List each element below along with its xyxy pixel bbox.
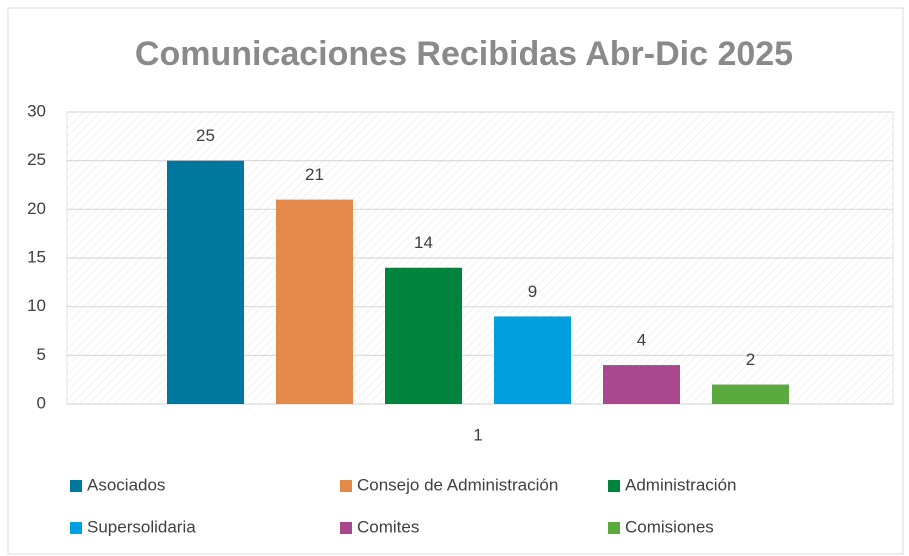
legend-swatch bbox=[608, 480, 620, 492]
y-tick-label: 20 bbox=[27, 199, 46, 218]
value-label: 21 bbox=[305, 165, 324, 184]
bar bbox=[494, 316, 571, 404]
legend-swatch bbox=[70, 522, 82, 534]
bar bbox=[167, 160, 244, 404]
legend-label: Consejo de Administración bbox=[357, 475, 558, 494]
y-tick-label: 10 bbox=[27, 296, 46, 315]
legend-label: Comites bbox=[357, 517, 419, 536]
chart-title: Comunicaciones Recibidas Abr-Dic 2025 bbox=[135, 35, 793, 73]
value-label: 9 bbox=[528, 282, 537, 301]
legend-label: Comisiones bbox=[625, 517, 714, 536]
y-tick-label: 30 bbox=[27, 101, 46, 120]
value-label: 4 bbox=[637, 331, 646, 350]
legend-swatch bbox=[608, 522, 620, 534]
legend-swatch bbox=[70, 480, 82, 492]
legend-swatch bbox=[340, 522, 352, 534]
bar bbox=[712, 384, 789, 404]
value-label: 14 bbox=[414, 233, 433, 252]
y-tick-label: 5 bbox=[37, 345, 46, 364]
legend-label: Supersolidaria bbox=[87, 517, 196, 536]
legend-label: Asociados bbox=[87, 475, 165, 494]
bar bbox=[276, 199, 353, 404]
x-tick-label: 1 bbox=[473, 425, 482, 444]
legend-label: Administración bbox=[625, 475, 737, 494]
legend-swatch bbox=[340, 480, 352, 492]
value-label: 25 bbox=[196, 126, 215, 145]
y-tick-label: 25 bbox=[27, 150, 46, 169]
bar bbox=[603, 365, 680, 404]
y-tick-label: 15 bbox=[27, 247, 46, 266]
y-tick-label: 0 bbox=[37, 393, 46, 412]
bar bbox=[385, 267, 462, 404]
value-label: 2 bbox=[746, 350, 755, 369]
